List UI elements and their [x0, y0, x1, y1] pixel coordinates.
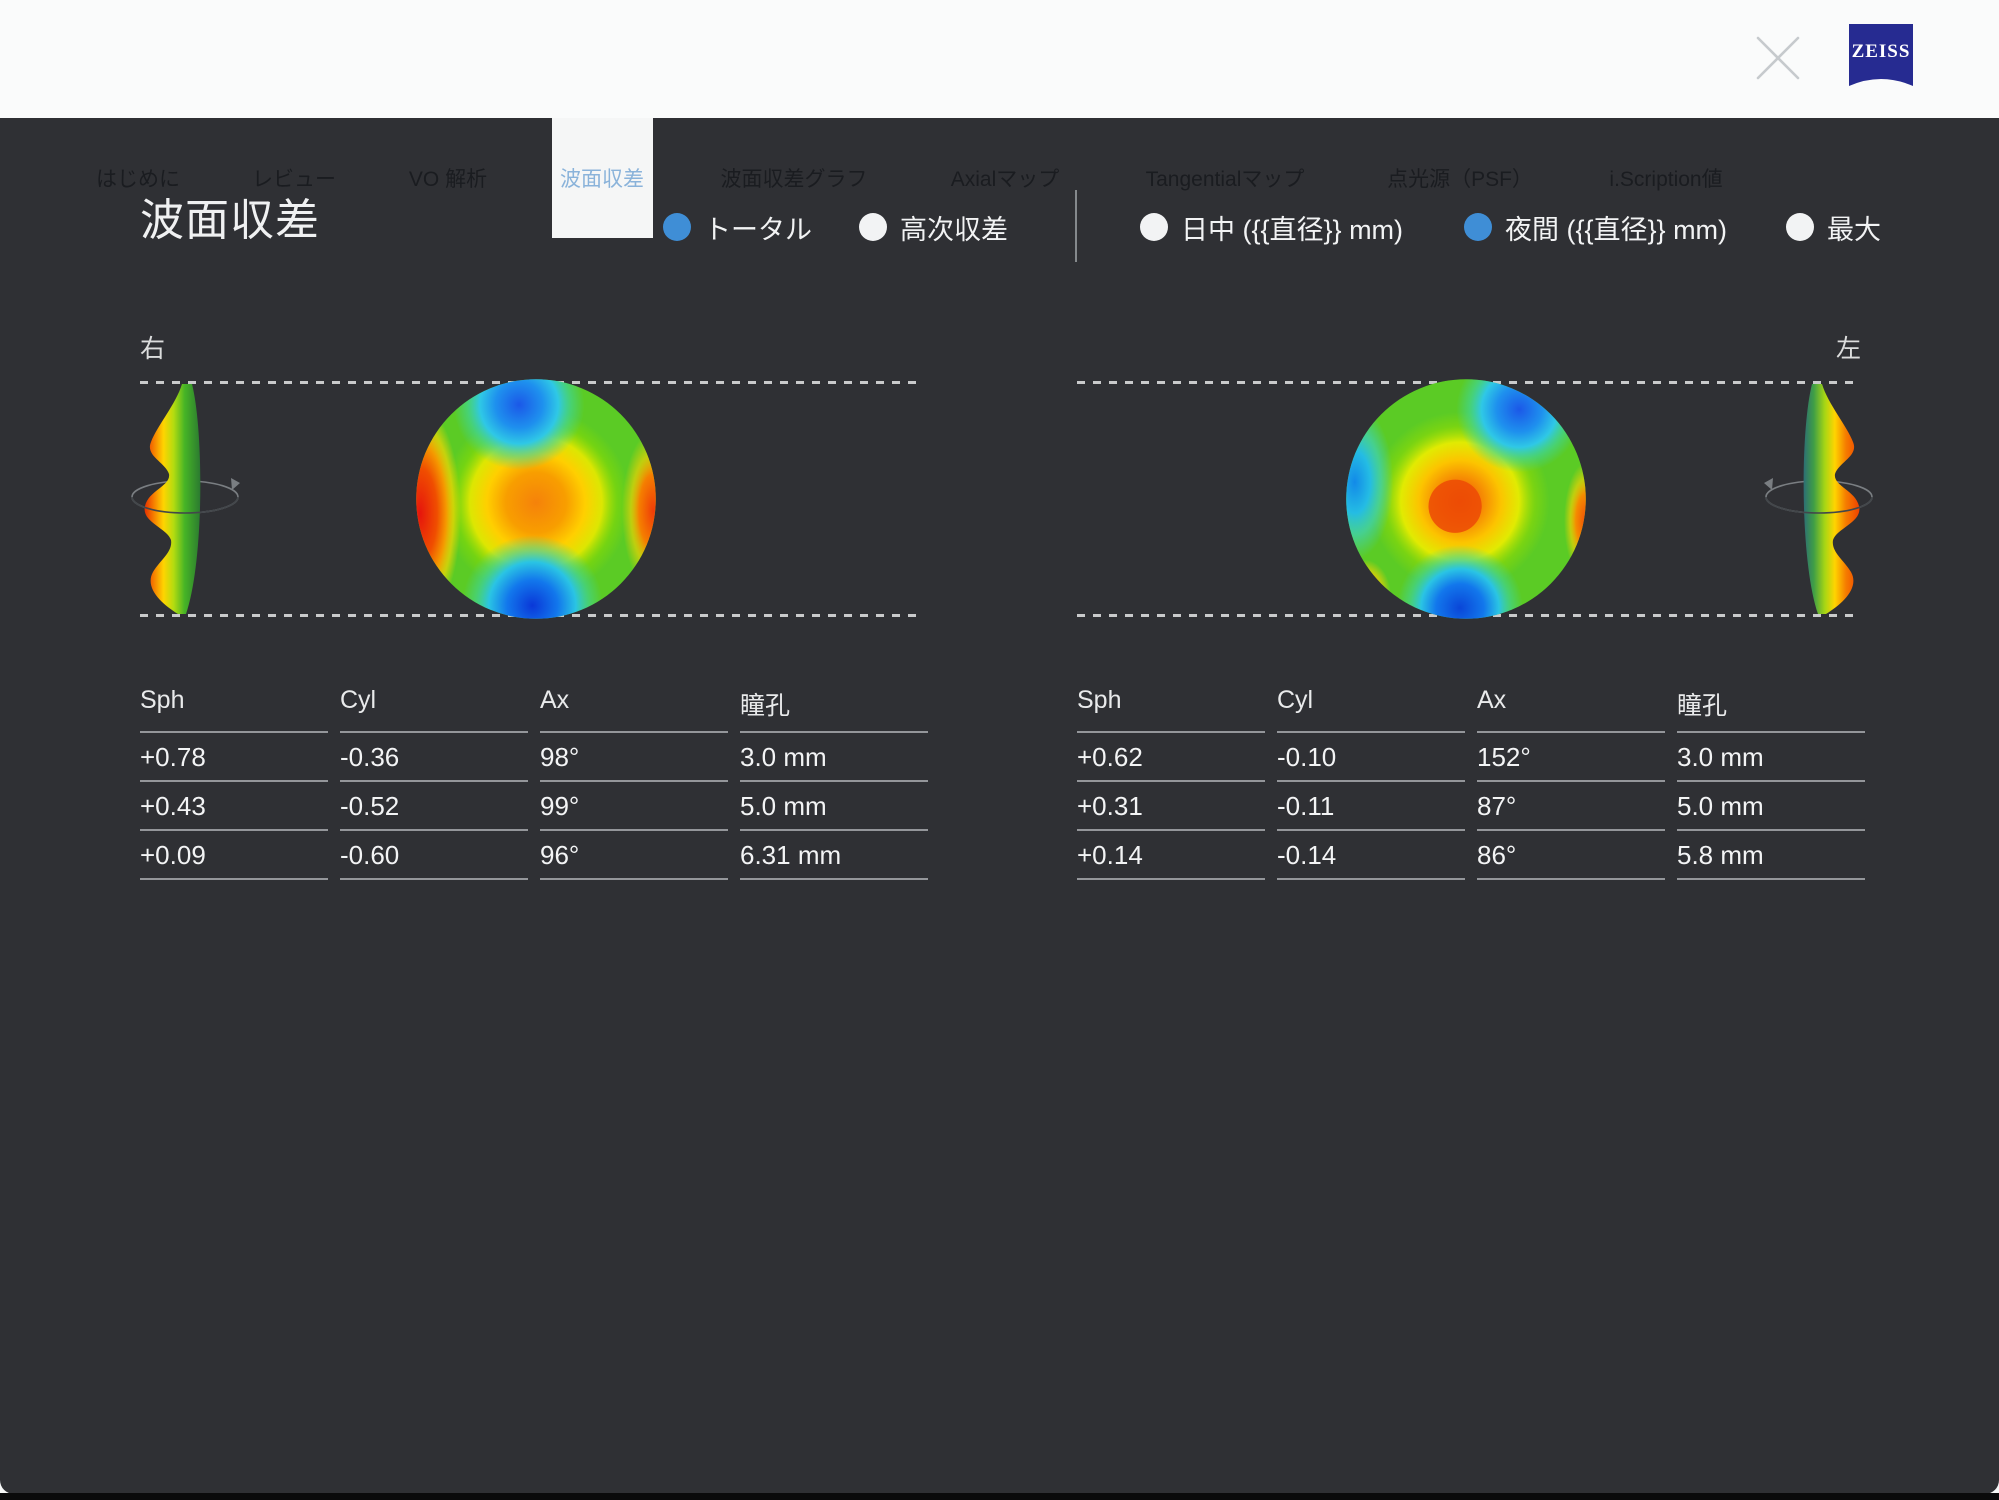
main-panel: はじめに レビュー VO 解析 波面収差 波面収差グラフ Axialマップ Ta… [0, 118, 1999, 1494]
table-cell: +0.09 [140, 831, 328, 880]
radio-higher-order[interactable]: 高次収差 [859, 211, 1008, 245]
left-eye-wavefront-heatmap [1345, 378, 1587, 620]
left-eye-label: 左 [1836, 335, 1862, 363]
tab-wavefront-aberration[interactable]: 波面収差 [560, 168, 644, 191]
table-cell: -0.36 [340, 733, 528, 782]
radio-night[interactable]: 夜間 ({{直径}} mm) [1464, 211, 1727, 245]
left-col-cyl: Cyl [1277, 686, 1465, 733]
table-cell: -0.60 [340, 831, 528, 880]
tab-tangential-map[interactable]: Tangentialマップ [1145, 168, 1305, 191]
left-eye-wavefront-profile[interactable] [1744, 382, 1874, 616]
zeiss-logo-text: ZEISS [1851, 41, 1911, 62]
table-cell: 87° [1477, 782, 1665, 831]
tab-vo-analysis[interactable]: VO 解析 [408, 168, 488, 191]
page-title: 波面収差 [140, 196, 320, 245]
filter-group-divider [1075, 190, 1077, 262]
table-cell: 6.31 mm [740, 831, 928, 880]
table-cell: 98° [540, 733, 728, 782]
table-cell: -0.10 [1277, 733, 1465, 782]
radio-total-label: トータル [704, 214, 812, 245]
tab-psf[interactable]: 点光源（PSF） [1387, 168, 1533, 191]
radio-night-label: 夜間 ({{直径}} mm) [1505, 214, 1728, 245]
right-eye-table: Sph Cyl Ax 瞳孔 +0.78 -0.36 98° 3.0 mm +0.… [140, 686, 928, 880]
radio-maximum-label: 最大 [1827, 214, 1881, 245]
table-cell: 5.8 mm [1677, 831, 1865, 880]
bottom-bar [0, 1493, 1999, 1500]
right-col-cyl: Cyl [340, 686, 528, 733]
table-cell: +0.43 [140, 782, 328, 831]
table-cell: 3.0 mm [1677, 733, 1865, 782]
table-cell: 5.0 mm [1677, 782, 1865, 831]
radio-total-dot [663, 213, 691, 241]
active-tab-highlight [552, 118, 653, 238]
tab-review[interactable]: レビュー [252, 168, 336, 191]
table-cell: 5.0 mm [740, 782, 928, 831]
table-cell: -0.14 [1277, 831, 1465, 880]
left-eye-table: Sph Cyl Ax 瞳孔 +0.62 -0.10 152° 3.0 mm +0… [1077, 686, 1865, 880]
right-eye-wavefront-profile[interactable] [130, 382, 260, 616]
radio-higher-order-label: 高次収差 [900, 214, 1008, 245]
table-cell: -0.11 [1277, 782, 1465, 831]
radio-night-dot [1464, 213, 1492, 241]
right-col-pupil: 瞳孔 [740, 686, 928, 733]
tab-iscription-values[interactable]: i.Scription値 [1609, 168, 1723, 191]
table-cell: 152° [1477, 733, 1665, 782]
table-cell: -0.52 [340, 782, 528, 831]
close-icon[interactable] [1752, 32, 1804, 84]
radio-total[interactable]: トータル [663, 211, 812, 245]
tab-wavefront-graph[interactable]: 波面収差グラフ [720, 168, 868, 191]
radio-daytime[interactable]: 日中 ({{直径}} mm) [1140, 211, 1403, 245]
table-cell: 99° [540, 782, 728, 831]
tab-axial-map[interactable]: Axialマップ [950, 168, 1060, 191]
radio-maximum-dot [1786, 213, 1814, 241]
tab-introduction[interactable]: はじめに [96, 168, 180, 191]
left-col-sph: Sph [1077, 686, 1265, 733]
right-eye-label: 右 [140, 335, 166, 363]
table-cell: +0.31 [1077, 782, 1265, 831]
table-cell: 3.0 mm [740, 733, 928, 782]
zeiss-logo: ZEISS [1849, 24, 1913, 92]
header-bar: ZEISS [0, 0, 1999, 118]
left-col-ax: Ax [1477, 686, 1665, 733]
radio-daytime-dot [1140, 213, 1168, 241]
radio-daytime-label: 日中 ({{直径}} mm) [1181, 214, 1404, 245]
radio-maximum[interactable]: 最大 [1786, 211, 1881, 245]
table-cell: +0.14 [1077, 831, 1265, 880]
table-cell: +0.78 [140, 733, 328, 782]
right-col-ax: Ax [540, 686, 728, 733]
left-col-pupil: 瞳孔 [1677, 686, 1865, 733]
table-cell: +0.62 [1077, 733, 1265, 782]
right-eye-wavefront-heatmap [415, 378, 657, 620]
table-cell: 86° [1477, 831, 1665, 880]
table-cell: 96° [540, 831, 728, 880]
radio-higher-order-dot [859, 213, 887, 241]
right-col-sph: Sph [140, 686, 328, 733]
